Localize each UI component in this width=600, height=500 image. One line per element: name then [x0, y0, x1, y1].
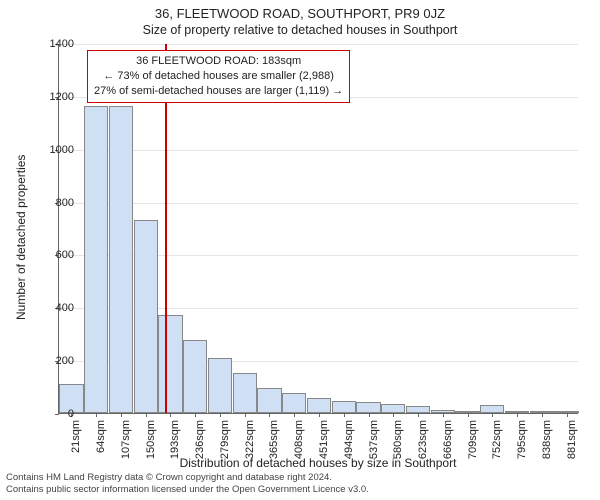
y-tick-label: 1400: [34, 38, 74, 50]
x-tick-mark: [294, 413, 295, 417]
x-tick-label: 666sqm: [442, 420, 454, 460]
histogram-bar: [257, 388, 281, 413]
histogram-bar: [84, 106, 108, 413]
y-tick-label: 0: [34, 408, 74, 420]
histogram-bar: [332, 401, 356, 413]
x-tick-mark: [195, 413, 196, 417]
x-tick-mark: [418, 413, 419, 417]
y-tick-label: 400: [34, 302, 74, 314]
x-tick-label: 752sqm: [491, 420, 503, 460]
gridline-h: [59, 150, 578, 151]
footer-line-2: Contains public sector information licen…: [6, 484, 369, 496]
x-tick-mark: [319, 413, 320, 417]
x-tick-mark: [269, 413, 270, 417]
x-tick-label: 64sqm: [95, 420, 107, 460]
histogram-bar: [307, 398, 331, 413]
info-box-line3: 27% of semi-detached houses are larger (…: [94, 84, 343, 99]
y-tick-label: 1200: [34, 91, 74, 103]
x-tick-mark: [393, 413, 394, 417]
x-tick-label: 451sqm: [318, 420, 330, 460]
y-tick-label: 600: [34, 249, 74, 261]
info-box-line2: ← 73% of detached houses are smaller (2,…: [94, 69, 343, 84]
histogram-bar: [356, 402, 380, 413]
footer-attribution: Contains HM Land Registry data © Crown c…: [6, 472, 369, 496]
y-tick-label: 800: [34, 197, 74, 209]
x-tick-label: 838sqm: [541, 420, 553, 460]
x-tick-mark: [245, 413, 246, 417]
chart-container: 36, FLEETWOOD ROAD, SOUTHPORT, PR9 0JZ S…: [0, 0, 600, 500]
x-tick-mark: [121, 413, 122, 417]
x-tick-mark: [468, 413, 469, 417]
x-tick-label: 279sqm: [219, 420, 231, 460]
x-tick-mark: [443, 413, 444, 417]
x-tick-label: 623sqm: [417, 420, 429, 460]
y-tick-label: 1000: [34, 144, 74, 156]
y-tick-label: 200: [34, 355, 74, 367]
plot-area: 36 FLEETWOOD ROAD: 183sqm ← 73% of detac…: [58, 44, 578, 414]
histogram-bar: [381, 404, 405, 413]
x-tick-label: 322sqm: [244, 420, 256, 460]
info-box: 36 FLEETWOOD ROAD: 183sqm ← 73% of detac…: [87, 50, 350, 103]
x-tick-label: 709sqm: [467, 420, 479, 460]
x-tick-label: 365sqm: [268, 420, 280, 460]
x-tick-label: 408sqm: [293, 420, 305, 460]
chart-subtitle: Size of property relative to detached ho…: [0, 21, 600, 37]
x-tick-label: 21sqm: [70, 420, 82, 460]
x-tick-label: 580sqm: [392, 420, 404, 460]
histogram-bar: [183, 340, 207, 413]
x-tick-label: 795sqm: [516, 420, 528, 460]
histogram-bar: [282, 393, 306, 413]
x-tick-label: 107sqm: [120, 420, 132, 460]
x-tick-mark: [517, 413, 518, 417]
x-tick-mark: [542, 413, 543, 417]
x-tick-mark: [146, 413, 147, 417]
x-tick-label: 494sqm: [343, 420, 355, 460]
chart-title: 36, FLEETWOOD ROAD, SOUTHPORT, PR9 0JZ: [0, 0, 600, 21]
x-tick-label: 150sqm: [145, 420, 157, 460]
histogram-bar: [134, 220, 158, 413]
x-tick-mark: [220, 413, 221, 417]
y-axis-label: Number of detached properties: [14, 155, 28, 320]
x-tick-mark: [567, 413, 568, 417]
x-tick-mark: [96, 413, 97, 417]
x-tick-mark: [170, 413, 171, 417]
x-tick-label: 236sqm: [194, 420, 206, 460]
histogram-bar: [480, 405, 504, 413]
x-tick-label: 193sqm: [169, 420, 181, 460]
gridline-h: [59, 44, 578, 45]
x-tick-mark: [369, 413, 370, 417]
footer-line-1: Contains HM Land Registry data © Crown c…: [6, 472, 369, 484]
x-tick-mark: [344, 413, 345, 417]
x-tick-mark: [492, 413, 493, 417]
histogram-bar: [158, 315, 182, 413]
histogram-bar: [109, 106, 133, 413]
gridline-h: [59, 203, 578, 204]
info-box-line1: 36 FLEETWOOD ROAD: 183sqm: [94, 54, 343, 69]
x-tick-label: 881sqm: [566, 420, 578, 460]
histogram-bar: [406, 406, 430, 413]
histogram-bar: [233, 373, 257, 413]
x-tick-label: 537sqm: [368, 420, 380, 460]
histogram-bar: [208, 358, 232, 414]
